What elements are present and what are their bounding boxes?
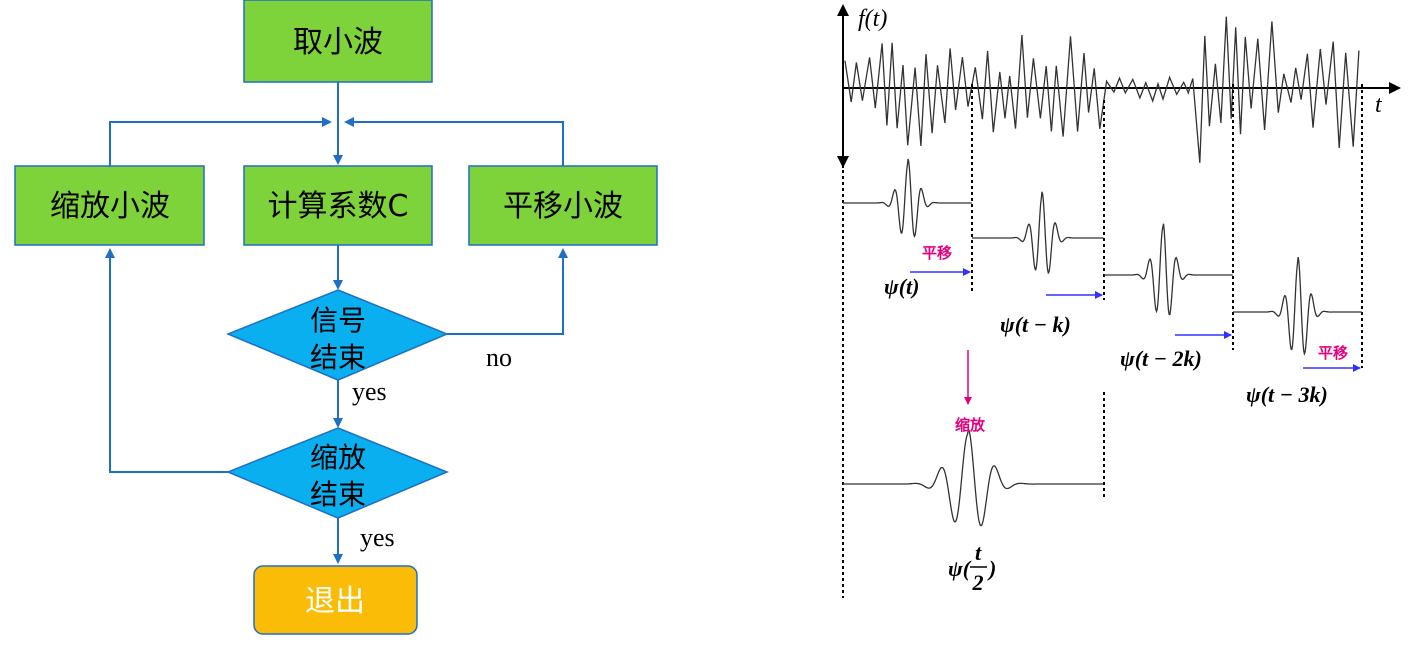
box-compute-coefficient: 计算系数C [243, 165, 433, 246]
label-psi-t-k: ψ(t − k) [1000, 312, 1071, 337]
shift-label-1: 平移 [922, 244, 952, 262]
label-psi-t: ψ(t) [884, 274, 919, 299]
wavelet-psi-t-over-2 [843, 426, 1104, 527]
dotted-separators [842, 84, 1363, 598]
label-psi-half-suffix: ) [987, 556, 996, 581]
label-psi-half-prefix: ψ( [948, 556, 972, 581]
wavelet-psi-t-minus-3k [1233, 256, 1362, 356]
box-shift-wavelet: 平移小波 [468, 165, 658, 246]
box-scale-wavelet: 缩放小波 [14, 165, 205, 246]
decision-scale-end-line1: 缩放 [310, 441, 366, 474]
flowchart: 取小波 缩放小波 计算系数C 平移小波 信号 结束 缩放 结束 yes no y… [14, 0, 658, 635]
shift-arrows [910, 268, 1361, 372]
decision-signal-end-line1: 信号 [310, 304, 366, 337]
label-psi-half-num: t [975, 540, 982, 565]
box-shift-wavelet-label: 平移小波 [503, 189, 623, 224]
wavelet-psi-t [843, 158, 972, 239]
label-psi-t-2k: ψ(t − 2k) [1120, 346, 1202, 371]
label-psi-t-over-2: ψ( t 2 ) [948, 540, 996, 595]
arrow-shift-to-merge [344, 117, 564, 166]
box-compute-coefficient-label: 计算系数C [268, 189, 409, 224]
signal-axis-label: f(t) [858, 6, 887, 32]
time-axis-label: t [1375, 92, 1383, 118]
terminal-exit: 退出 [253, 565, 418, 635]
arrow-scale-to-merge [109, 117, 332, 166]
arrow-scale-end-to-scale [105, 248, 228, 473]
scale-label: 缩放 [955, 416, 986, 434]
box-take-wavelet: 取小波 [243, 0, 433, 83]
wavelet-psi-t-minus-k [972, 191, 1104, 275]
wavelet-figure: f(t) t 平移 平移 缩放 ψ(t [837, 4, 1401, 598]
decision-scale-end-line2: 结束 [310, 478, 366, 511]
box-scale-wavelet-label: 缩放小波 [50, 189, 170, 224]
decision-signal-end-line2: 结束 [310, 341, 366, 374]
wavelet-psi-t-minus-2k [1104, 223, 1233, 316]
label-no: no [486, 343, 512, 372]
decision-signal-end: 信号 结束 [226, 289, 449, 381]
signal-waveform [844, 16, 1360, 163]
terminal-exit-label: 退出 [305, 584, 365, 619]
box-take-wavelet-label: 取小波 [293, 25, 383, 60]
label-psi-t-3k: ψ(t − 3k) [1246, 382, 1328, 407]
flow-connectors [105, 82, 568, 564]
label-psi-half-den: 2 [972, 570, 984, 595]
shift-label-2: 平移 [1318, 344, 1348, 362]
arrow-signal-no-to-shift [447, 248, 568, 335]
label-yes-2: yes [360, 523, 395, 552]
label-yes-1: yes [352, 377, 387, 406]
decision-scale-end: 缩放 结束 [226, 427, 449, 519]
